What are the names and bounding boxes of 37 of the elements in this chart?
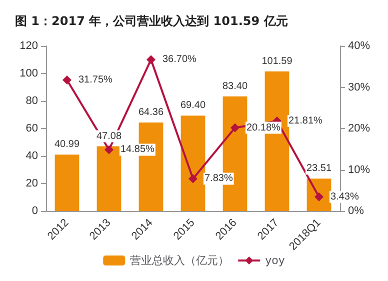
chart-title: 图 1：2017 年，公司营业收入达到 101.59 亿元 [15, 14, 288, 28]
y2-tick-label: 0% [348, 205, 364, 217]
data-label: 64.36 [138, 107, 164, 118]
y-tick-label: 60 [26, 122, 38, 134]
legend-label: yoy [265, 254, 286, 267]
data-label: 36.70% [162, 54, 197, 66]
y-tick-label: 20 [26, 178, 38, 190]
point [188, 174, 198, 184]
data-label: 21.81% [288, 116, 323, 127]
bar [96, 146, 122, 211]
point [62, 76, 72, 85]
y-tick-label: 120 [20, 40, 38, 52]
y2-tick-label: 40% [348, 40, 370, 52]
data-label: 101.59 [262, 56, 293, 67]
data-label: 83.40 [222, 80, 248, 92]
data-label: 20.18% [246, 122, 281, 134]
point [230, 123, 240, 132]
legend-label: 营业总收入（亿元） [130, 254, 230, 267]
data-label: 7.83% [204, 173, 233, 184]
point [146, 55, 156, 64]
bar [54, 154, 80, 211]
y-tick-label: 80 [26, 95, 38, 107]
y2-tick-label: 20% [348, 122, 370, 134]
data-label: 40.99 [54, 139, 80, 150]
bar [180, 116, 206, 211]
data-label: 47.08 [96, 130, 122, 142]
data-label: 69.40 [180, 100, 206, 112]
y-tick-label: 100 [20, 68, 38, 80]
y2-tick-label: 30% [348, 81, 370, 94]
data-label: 23.51 [306, 163, 332, 174]
data-label: 31.75% [78, 74, 113, 86]
y-tick-label: 40 [26, 150, 38, 162]
y-tick-label: 0 [32, 205, 38, 217]
data-label: 3.43% [330, 191, 359, 202]
data-label: 14.85% [120, 144, 155, 156]
point [104, 145, 114, 154]
y2-tick-label: 10% [348, 164, 370, 176]
